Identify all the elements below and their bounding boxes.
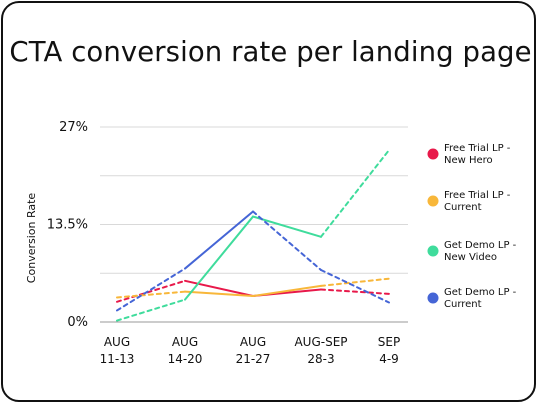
series-segment xyxy=(320,288,390,295)
chart-card xyxy=(1,1,536,402)
legend-item: Get Demo LP -New Video xyxy=(427,240,517,263)
series-line xyxy=(116,277,390,299)
y-tick-label: 13.5% xyxy=(47,218,88,233)
x-tick-label: AUG 14-20 xyxy=(168,335,203,366)
series-segment xyxy=(252,284,322,297)
series-segment xyxy=(116,267,186,312)
series-lines xyxy=(116,149,390,322)
series-segment xyxy=(252,210,322,271)
legend-marker xyxy=(427,245,439,257)
legend-label: Get Demo LP -Current xyxy=(444,287,517,310)
legend-marker xyxy=(427,148,439,160)
series-segment xyxy=(320,269,390,304)
x-tick-label: AUG-SEP 28-3 xyxy=(294,335,347,366)
y-tick-label: 27% xyxy=(59,120,88,135)
series-segment xyxy=(320,277,390,287)
series-segment xyxy=(116,279,186,303)
x-tick-labels: AUG 11-13 AUG 14-20 AUG 21-27 AUG-SEP 28-3 SEP 4-… xyxy=(100,335,401,366)
x-tick-label: SEP 4-9 xyxy=(378,335,400,366)
legend-marker xyxy=(427,195,439,207)
series-segment xyxy=(252,215,322,238)
series-segment xyxy=(184,215,254,301)
legend-label: Free Trial LP -New Hero xyxy=(444,143,511,166)
series-segment xyxy=(184,290,254,297)
legend-item: Get Demo LP -Current xyxy=(427,287,517,310)
legend-label: Free Trial LP -Current xyxy=(444,190,511,213)
series-segment xyxy=(320,149,390,238)
y-axis-label: Conversion Rate xyxy=(25,193,38,284)
legend-item: Free Trial LP -New Hero xyxy=(427,143,511,166)
series-segment xyxy=(184,279,254,297)
series-line xyxy=(116,149,390,322)
legend-label: Get Demo LP -New Video xyxy=(444,240,517,263)
y-tick-labels: 27% 13.5% 0% xyxy=(47,120,88,330)
x-tick-label: AUG 11-13 xyxy=(100,335,135,366)
series-segment xyxy=(184,210,254,270)
series-segment xyxy=(116,298,186,322)
series-segment xyxy=(116,290,186,299)
y-tick-label: 0% xyxy=(67,315,88,330)
series-line xyxy=(116,210,390,312)
x-tick-label: AUG 21-27 xyxy=(236,335,271,366)
chart-title: CTA conversion rate per landing page xyxy=(9,36,532,68)
legend-item: Free Trial LP -Current xyxy=(427,190,511,213)
grid-lines xyxy=(100,126,408,323)
legend-marker xyxy=(427,292,439,304)
legend: Free Trial LP -New Hero Free Trial LP -Cu… xyxy=(427,143,517,310)
